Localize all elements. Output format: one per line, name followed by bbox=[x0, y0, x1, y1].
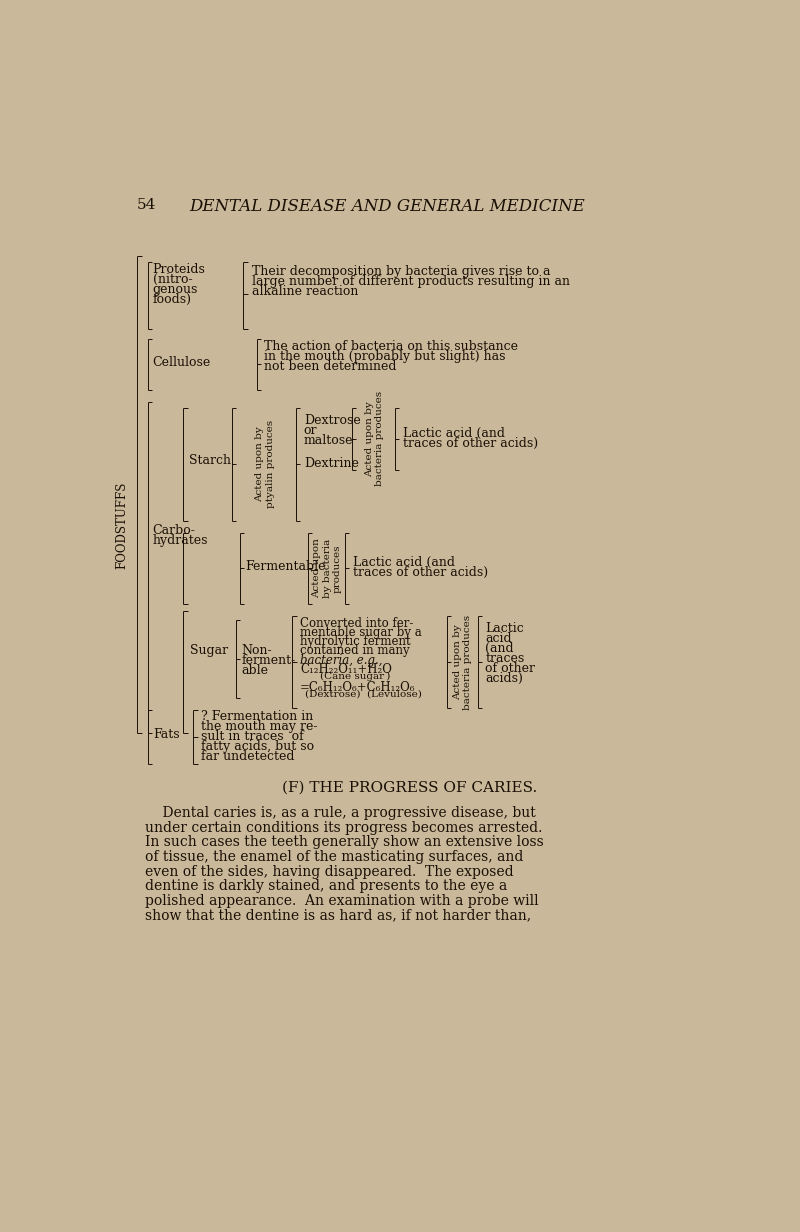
Text: hydrates: hydrates bbox=[153, 533, 208, 547]
Text: not been determined: not been determined bbox=[264, 360, 397, 373]
Text: Acted upon by
bacteria produces: Acted upon by bacteria produces bbox=[453, 615, 472, 710]
Text: Lactic acid (and: Lactic acid (and bbox=[353, 556, 454, 569]
Text: even of the sides, having disappeared.  The exposed: even of the sides, having disappeared. T… bbox=[145, 865, 514, 878]
Text: in the mouth (probably but slight) has: in the mouth (probably but slight) has bbox=[264, 350, 506, 363]
Text: the mouth may re-: the mouth may re- bbox=[201, 719, 318, 733]
Text: =C₆H₁₂O₆+C₆H₁₂O₆: =C₆H₁₂O₆+C₆H₁₂O₆ bbox=[300, 680, 415, 694]
Text: acids): acids) bbox=[485, 673, 523, 685]
Text: dentine is darkly stained, and presents to the eye a: dentine is darkly stained, and presents … bbox=[145, 880, 507, 893]
Text: Sugar: Sugar bbox=[190, 644, 228, 658]
Text: able: able bbox=[242, 664, 269, 676]
Text: fatty acids, but so: fatty acids, but so bbox=[201, 740, 314, 753]
Text: Acted upon by
bacteria produces: Acted upon by bacteria produces bbox=[365, 392, 384, 487]
Text: Fats: Fats bbox=[154, 728, 180, 740]
Text: Carbo-: Carbo- bbox=[153, 524, 195, 537]
Text: 54: 54 bbox=[138, 198, 157, 212]
Text: sult in traces  of: sult in traces of bbox=[201, 729, 303, 743]
Text: (Dextrose)  (Levulose): (Dextrose) (Levulose) bbox=[305, 690, 422, 699]
Text: Fermentable: Fermentable bbox=[246, 559, 326, 573]
Text: Cellulose: Cellulose bbox=[153, 356, 211, 368]
Text: alkaline reaction: alkaline reaction bbox=[252, 285, 358, 298]
Text: far undetected: far undetected bbox=[201, 750, 294, 763]
Text: Non-: Non- bbox=[242, 643, 273, 657]
Text: traces of other acids): traces of other acids) bbox=[403, 437, 538, 451]
Text: traces of other acids): traces of other acids) bbox=[353, 565, 488, 579]
Text: contained in many: contained in many bbox=[300, 644, 410, 658]
Text: Converted into fer-: Converted into fer- bbox=[300, 617, 414, 630]
Text: In such cases the teeth generally show an extensive loss: In such cases the teeth generally show a… bbox=[145, 835, 544, 849]
Text: Proteids: Proteids bbox=[153, 264, 206, 276]
Text: genous: genous bbox=[153, 283, 198, 297]
Text: Dextrose: Dextrose bbox=[304, 414, 361, 428]
Text: Dextrine: Dextrine bbox=[304, 457, 358, 471]
Text: (and: (and bbox=[485, 642, 514, 655]
Text: FOODSTUFFS: FOODSTUFFS bbox=[115, 482, 128, 569]
Text: mentable sugar by a: mentable sugar by a bbox=[300, 626, 422, 639]
Text: bacteria, e.g.,: bacteria, e.g., bbox=[300, 654, 382, 667]
Text: hydrolytic ferment: hydrolytic ferment bbox=[300, 636, 410, 648]
Text: Acted upon
by bacteria
produces: Acted upon by bacteria produces bbox=[312, 538, 342, 599]
Text: DENTAL DISEASE AND GENERAL MEDICINE: DENTAL DISEASE AND GENERAL MEDICINE bbox=[189, 198, 585, 214]
Text: of other: of other bbox=[485, 663, 535, 675]
Text: of tissue, the enamel of the masticating surfaces, and: of tissue, the enamel of the masticating… bbox=[145, 850, 523, 864]
Text: Dental caries is, as a rule, a progressive disease, but: Dental caries is, as a rule, a progressi… bbox=[145, 806, 536, 821]
Text: Acted upon by
ptyalin produces: Acted upon by ptyalin produces bbox=[255, 420, 274, 509]
Text: traces: traces bbox=[485, 652, 525, 665]
Text: or: or bbox=[304, 424, 318, 437]
Text: polished appearance.  An examination with a probe will: polished appearance. An examination with… bbox=[145, 894, 538, 908]
Text: under certain conditions its progress becomes arrested.: under certain conditions its progress be… bbox=[145, 821, 542, 835]
Text: maltose: maltose bbox=[304, 434, 354, 447]
Text: (Cane sugar ): (Cane sugar ) bbox=[320, 673, 390, 681]
Text: The action of bacteria on this substance: The action of bacteria on this substance bbox=[264, 340, 518, 354]
Text: large number of different products resulting in an: large number of different products resul… bbox=[252, 275, 570, 288]
Text: Lactic acid (and: Lactic acid (and bbox=[403, 428, 505, 440]
Text: C₁₂H₂₂O₁₁+H₂O: C₁₂H₂₂O₁₁+H₂O bbox=[300, 663, 392, 676]
Text: foods): foods) bbox=[153, 293, 192, 307]
Text: show that the dentine is as hard as, if not harder than,: show that the dentine is as hard as, if … bbox=[145, 909, 531, 923]
Text: Their decomposition by bacteria gives rise to a: Their decomposition by bacteria gives ri… bbox=[252, 265, 550, 278]
Text: Lactic: Lactic bbox=[485, 622, 524, 636]
Text: acid: acid bbox=[485, 632, 512, 646]
Text: (nitro-: (nitro- bbox=[153, 274, 192, 286]
Text: Starch: Starch bbox=[189, 455, 231, 467]
Text: (F) THE PROGRESS OF CARIES.: (F) THE PROGRESS OF CARIES. bbox=[282, 781, 538, 795]
Text: ? Fermentation in: ? Fermentation in bbox=[201, 710, 313, 723]
Text: ferment-: ferment- bbox=[242, 654, 296, 667]
